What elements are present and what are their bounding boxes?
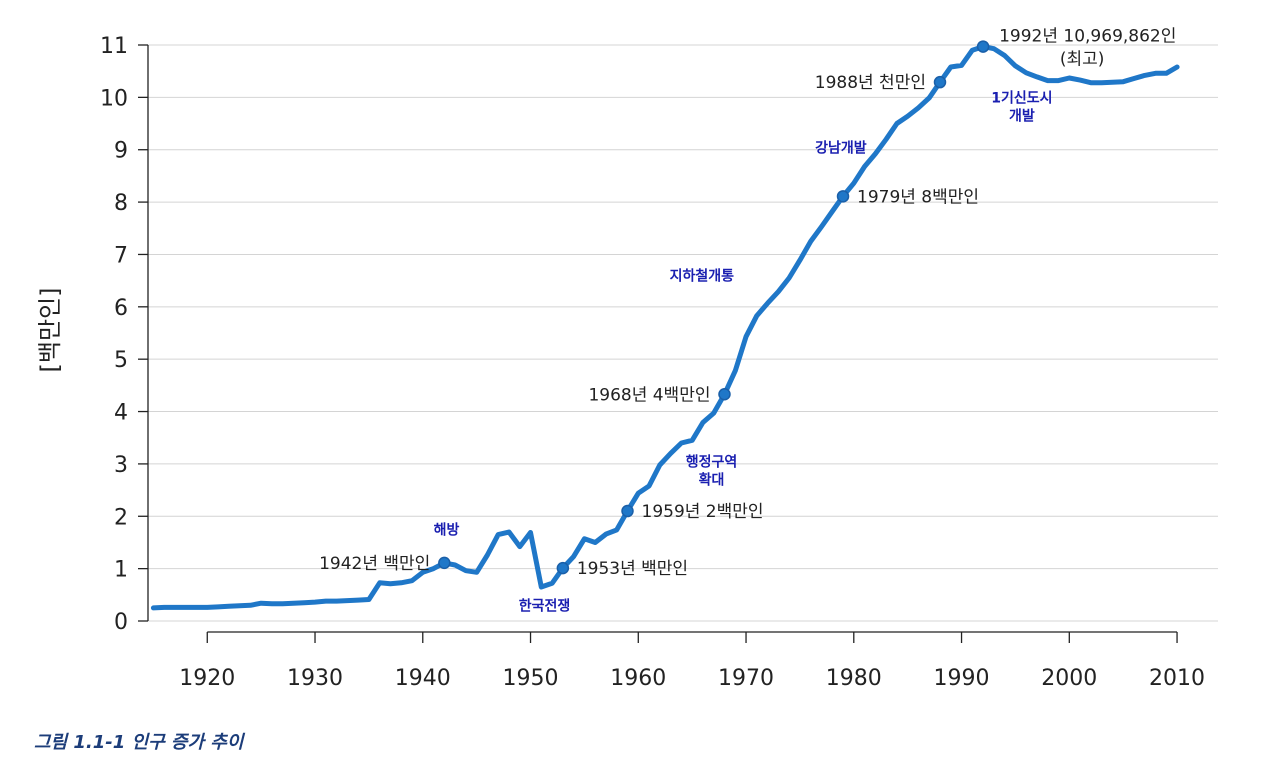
y-tick-label-10: 10 bbox=[100, 86, 128, 111]
x-tick-label-2000: 2000 bbox=[1041, 666, 1097, 691]
x-tick-label-1960: 1960 bbox=[610, 666, 666, 691]
event-label-2-0: 행정구역 bbox=[686, 454, 738, 471]
y-tick-label-4: 4 bbox=[114, 401, 128, 426]
milestone-marker-1988 bbox=[933, 75, 947, 89]
milestone-marker-1942 bbox=[438, 556, 451, 570]
y-axis-ticks: 0 1 2 3 4 5 6 7 8 9 10 11 bbox=[100, 34, 148, 635]
event-label-2-1: 확대 bbox=[699, 472, 725, 489]
axes bbox=[147, 45, 1178, 633]
x-tick-label-1920: 1920 bbox=[179, 666, 235, 691]
x-axis-ticks: 1920 1930 1940 1950 1960 1970 1980 1990 2000 2010 bbox=[179, 632, 1205, 691]
event-label-4-0: 강남개발 bbox=[815, 139, 867, 156]
series-line-0 bbox=[150, 44, 1180, 611]
series-population bbox=[150, 44, 1180, 611]
event-label-5-0: 1기신도시 bbox=[991, 91, 1052, 107]
milestone-marker-1968 bbox=[718, 388, 731, 401]
milestone-marker-1953 bbox=[556, 561, 570, 575]
event-label-3-0: 지하철개통 bbox=[670, 268, 735, 285]
y-tick-label-1: 1 bbox=[114, 558, 128, 583]
y-tick-label-2: 2 bbox=[114, 505, 128, 530]
milestone-marker-1992 bbox=[976, 40, 990, 53]
y-tick-label-0: 0 bbox=[114, 610, 128, 635]
x-tick-label-1970: 1970 bbox=[718, 666, 774, 691]
y-tick-label-6: 6 bbox=[114, 296, 128, 321]
milestone-label-1959: 1959년 2백만인 bbox=[642, 502, 764, 522]
milestone-label-1942: 1942년 백만인 bbox=[319, 554, 430, 574]
x-tick-label-1930: 1930 bbox=[287, 666, 343, 691]
x-tick-label-1990: 1990 bbox=[934, 666, 990, 691]
event-label-5-1: 개발 bbox=[1009, 108, 1035, 125]
x-tick-label-1950: 1950 bbox=[503, 666, 559, 691]
milestone-annotations: 1942년 백만인 1953년 백만인 1959년 2백만인 1968년 4백만인 19… bbox=[319, 27, 1176, 580]
milestone-marker-1979 bbox=[836, 190, 850, 203]
x-tick-label-1940: 1940 bbox=[395, 666, 451, 691]
gridlines bbox=[148, 44, 1218, 622]
figure-caption: 그림 1.1-1 인구 증가 추이 bbox=[34, 732, 244, 753]
milestone-marker-1959 bbox=[621, 504, 634, 518]
milestone-label-1968: 1968년 4백만인 bbox=[588, 385, 710, 405]
y-axis-label: [백만인] bbox=[36, 288, 64, 373]
milestone-label-1953: 1953년 백만인 bbox=[577, 559, 688, 579]
event-label-0-0: 해방 bbox=[434, 522, 460, 539]
milestone-label-1979: 1979년 8백만인 bbox=[857, 187, 979, 207]
y-tick-label-5: 5 bbox=[114, 348, 128, 373]
y-tick-label-7: 7 bbox=[114, 243, 128, 268]
y-tick-label-8: 8 bbox=[114, 191, 128, 216]
y-tick-label-3: 3 bbox=[114, 453, 128, 478]
y-tick-label-9: 9 bbox=[114, 139, 128, 164]
y-tick-label-11: 11 bbox=[100, 34, 128, 59]
x-tick-label-2010: 2010 bbox=[1149, 666, 1205, 691]
milestone-sublabel-1992: (최고) bbox=[1060, 50, 1105, 70]
milestone-label-1992: 1992년 10,969,862인 bbox=[999, 27, 1176, 47]
event-label-1-0: 한국전쟁 bbox=[519, 598, 571, 615]
milestone-label-1988: 1988년 천만인 bbox=[815, 73, 926, 93]
x-tick-label-1980: 1980 bbox=[826, 666, 882, 691]
